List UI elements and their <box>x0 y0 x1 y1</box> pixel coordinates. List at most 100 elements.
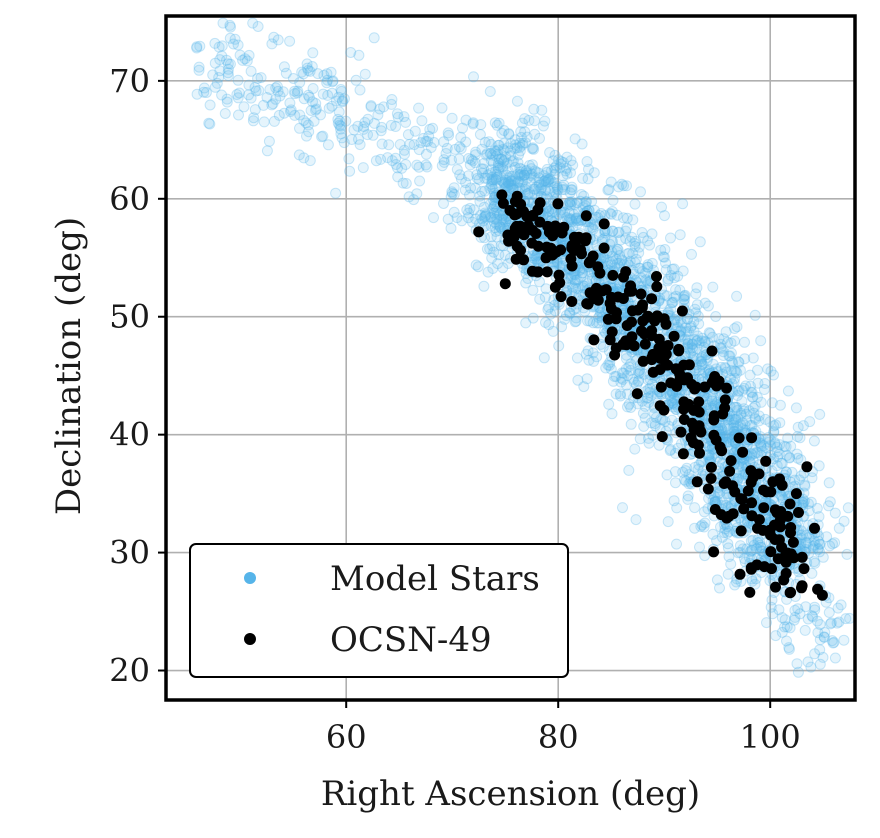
model-star-point <box>669 272 680 284</box>
model-star-point <box>769 437 781 449</box>
model-star-point <box>241 55 253 67</box>
model-star-point <box>557 206 568 218</box>
model-star-point <box>362 113 374 125</box>
model-star-point <box>731 321 743 333</box>
model-star-point <box>726 414 738 426</box>
model-star-point <box>713 333 725 345</box>
ocsn49-point <box>660 359 672 371</box>
model-star-point <box>559 313 571 325</box>
model-star-point <box>609 371 621 383</box>
model-star-point <box>838 634 850 646</box>
model-star-point <box>720 363 732 374</box>
model-star-point <box>376 138 388 150</box>
model-star-point <box>743 551 755 563</box>
ocsn49-point <box>496 189 508 201</box>
model-star-point <box>606 225 618 237</box>
model-star-point <box>691 282 703 294</box>
model-star-point <box>754 539 766 551</box>
model-star-point <box>783 642 795 654</box>
model-star-point <box>678 294 690 306</box>
ocsn49-point <box>531 266 543 278</box>
model-star-point <box>783 643 795 655</box>
model-star-point <box>581 196 592 208</box>
ocsn49-point <box>580 210 592 222</box>
model-star-point <box>506 156 518 168</box>
model-star-point <box>549 305 561 317</box>
model-star-point <box>229 33 241 45</box>
model-star-point <box>504 145 516 157</box>
ocsn49-point <box>776 479 788 491</box>
model-star-point <box>630 253 642 265</box>
model-star-point <box>604 207 616 219</box>
model-star-point <box>627 214 639 226</box>
model-star-point <box>776 612 788 624</box>
model-star-point <box>766 594 778 606</box>
x-tick-label: 60 <box>326 718 367 756</box>
model-star-point <box>478 211 490 223</box>
model-star-point <box>799 624 811 636</box>
model-star-point <box>549 168 561 180</box>
model-star-point <box>607 194 619 206</box>
model-star-point <box>528 250 540 261</box>
model-star-point <box>773 604 785 616</box>
model-star-point <box>586 221 598 233</box>
model-star-point <box>679 465 691 477</box>
model-star-point <box>738 403 750 415</box>
model-star-point <box>498 177 510 188</box>
model-star-point <box>763 436 775 448</box>
model-star-point <box>728 413 740 425</box>
model-star-point <box>710 311 722 322</box>
model-star-point <box>756 445 768 457</box>
model-star-point <box>345 47 357 58</box>
model-star-point <box>467 216 478 228</box>
model-star-point <box>399 148 410 160</box>
model-star-point <box>689 522 701 534</box>
model-star-point <box>492 164 504 176</box>
model-star-point <box>813 511 825 523</box>
model-star-point <box>362 129 373 141</box>
model-star-point <box>637 407 649 419</box>
model-star-point <box>470 149 481 161</box>
model-star-point <box>353 133 364 145</box>
model-star-point <box>514 141 526 153</box>
model-star-point <box>552 184 564 196</box>
model-star-point <box>529 253 540 264</box>
model-star-point <box>301 130 312 142</box>
model-star-point <box>681 313 693 325</box>
model-star-point <box>476 213 488 225</box>
model-star-point <box>267 98 279 110</box>
model-star-point <box>741 415 753 427</box>
model-star-point <box>814 619 826 630</box>
model-star-point <box>739 424 751 436</box>
model-star-point <box>204 99 216 111</box>
model-star-point <box>496 127 508 139</box>
ocsn49-point <box>656 431 668 443</box>
model-star-point <box>294 77 306 88</box>
ocsn49-point <box>530 228 542 239</box>
model-star-point <box>533 167 545 179</box>
model-star-point <box>490 150 502 162</box>
model-star-point <box>666 414 678 426</box>
model-star-point <box>514 145 526 157</box>
model-star-point <box>386 98 397 110</box>
model-star-point <box>759 413 771 425</box>
model-star-point <box>745 546 757 558</box>
model-star-point <box>779 614 791 626</box>
model-star-point <box>449 143 461 155</box>
model-star-point <box>486 181 498 193</box>
model-star-point <box>603 398 615 410</box>
model-star-point <box>730 414 742 426</box>
model-star-point <box>423 130 435 142</box>
model-star-point <box>544 185 556 197</box>
model-star-point <box>271 81 283 92</box>
model-star-point <box>574 195 586 207</box>
model-star-point <box>354 84 366 96</box>
model-star-point <box>703 441 715 453</box>
model-star-point <box>624 235 636 247</box>
model-star-point <box>586 196 598 207</box>
model-star-point <box>658 251 670 263</box>
ocsn49-point <box>600 284 612 296</box>
model-star-point <box>191 42 203 54</box>
model-star-point <box>558 179 570 191</box>
model-star-point <box>614 388 626 400</box>
